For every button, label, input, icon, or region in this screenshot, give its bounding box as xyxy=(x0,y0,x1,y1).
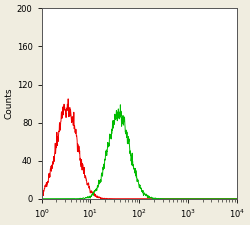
Y-axis label: Counts: Counts xyxy=(5,88,14,119)
